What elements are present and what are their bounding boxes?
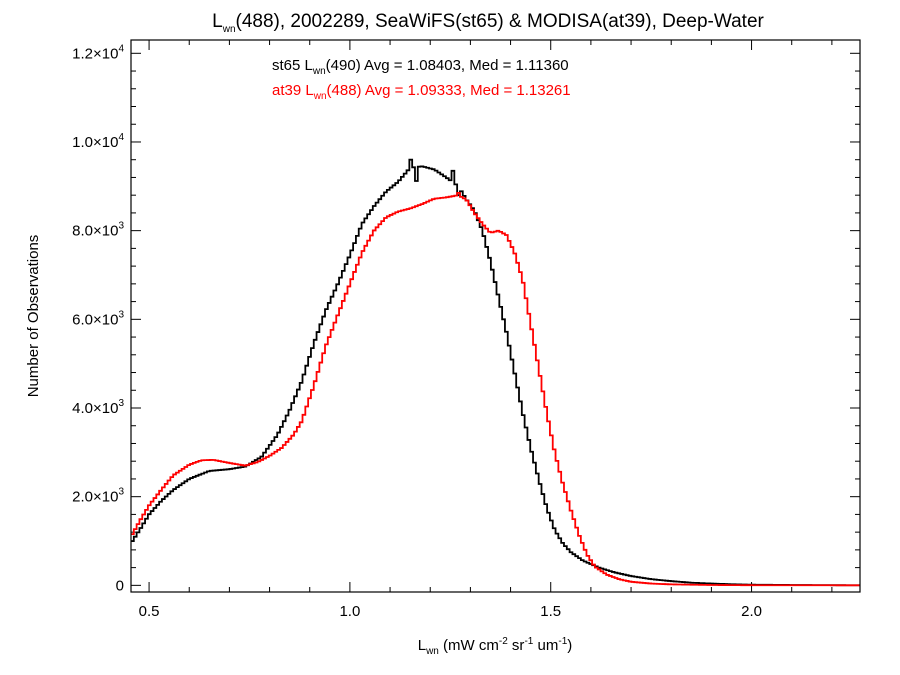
x-tick-label: 0.5 xyxy=(139,603,160,620)
y-tick-times: × xyxy=(93,311,102,328)
annotation-at39-name-pre: at39 L xyxy=(272,82,314,99)
y-tick-mantissa: 4.0 xyxy=(72,400,93,417)
y-tick-times: × xyxy=(93,400,102,417)
x-axis-label: Lwn (mW cm-2 sr-1 um-1) xyxy=(418,636,573,657)
y-tick-label: 8.0×103 xyxy=(72,221,124,240)
series-layer xyxy=(131,158,861,587)
y-tick-base: 10 xyxy=(102,311,119,328)
y-tick-times: × xyxy=(93,223,102,240)
annotation-at39-stats: Avg = 1.09333, Med = 1.13261 xyxy=(362,82,571,99)
annotation-st65-name-post: (490) xyxy=(326,57,361,74)
y-tick-mantissa: 1.0 xyxy=(72,134,93,151)
annotation-at39-name-post: (488) xyxy=(327,82,362,99)
y-tick-label: 1.0×104 xyxy=(72,132,124,151)
y-tick-mantissa: 8.0 xyxy=(72,223,93,240)
y-tick-times: × xyxy=(93,489,102,506)
annotation-st65: st65 Lwn(490) Avg = 1.08403, Med = 1.113… xyxy=(272,57,569,77)
chart-title-rest: (488), 2002289, SeaWiFS(st65) & MODISA(a… xyxy=(236,11,765,32)
y-tick-label: 1.2×104 xyxy=(72,43,124,62)
x-axis-label-exp-a: -2 xyxy=(499,636,508,647)
x-axis-label-subscript: wn xyxy=(425,646,439,657)
chart-title-subscript: wn xyxy=(222,24,236,35)
y-tick-exponent: 3 xyxy=(118,221,124,232)
chart-title: Lwn(488), 2002289, SeaWiFS(st65) & MODIS… xyxy=(212,11,764,35)
annotation-st65-name-pre: st65 L xyxy=(272,57,313,74)
y-tick-times: × xyxy=(93,45,102,62)
y-tick-base: 10 xyxy=(102,223,119,240)
y-tick-label: 2.0×103 xyxy=(72,487,124,506)
y-tick-base: 10 xyxy=(102,45,119,62)
y-tick-label: 6.0×103 xyxy=(72,309,124,328)
x-axis-label-unit-a: (mW cm xyxy=(439,637,499,654)
x-tick-label: 2.0 xyxy=(741,603,762,620)
x-axis-label-prefix: L xyxy=(418,637,426,654)
y-tick-mantissa: 2.0 xyxy=(72,489,93,506)
y-tick-exponent: 3 xyxy=(118,487,124,498)
annotation-st65-stats: Avg = 1.08403, Med = 1.11360 xyxy=(361,57,569,74)
y-tick-base: 10 xyxy=(102,400,119,417)
y-tick-exponent: 4 xyxy=(118,132,124,143)
y-tick-base: 10 xyxy=(102,489,119,506)
y-tick-label: 0 xyxy=(116,577,124,594)
annotation-at39-subscript: wn xyxy=(313,91,327,102)
y-tick-exponent: 3 xyxy=(118,398,124,409)
annotation-at39: at39 Lwn(488) Avg = 1.09333, Med = 1.132… xyxy=(272,82,571,102)
y-tick-exponent: 3 xyxy=(118,309,124,320)
x-axis-label-unit-c: um xyxy=(533,637,558,654)
x-axis-label-exp-c: -1 xyxy=(558,636,567,647)
x-axis-label-exp-b: -1 xyxy=(524,636,533,647)
x-tick-label: 1.0 xyxy=(339,603,360,620)
annotation-st65-subscript: wn xyxy=(312,66,326,77)
x-tick-label: 1.5 xyxy=(540,603,561,620)
y-tick-mantissa: 6.0 xyxy=(72,311,93,328)
y-tick-exponent: 4 xyxy=(118,43,124,54)
axis-ticks xyxy=(131,40,860,592)
tick-labels: 0.5 1.0 1.5 2.002.0×1034.0×1036.0×1038.0×10… xyxy=(72,43,762,620)
y-tick-mantissa: 0 xyxy=(116,577,124,594)
x-axis-label-unit-b: sr xyxy=(508,637,525,654)
y-tick-times: × xyxy=(93,134,102,151)
plot-frame xyxy=(130,39,861,593)
series-line-st65 xyxy=(131,158,861,587)
y-tick-base: 10 xyxy=(102,134,119,151)
x-axis-label-unit-d: ) xyxy=(567,637,572,654)
series-line-at39 xyxy=(131,192,861,587)
y-tick-label: 4.0×103 xyxy=(72,398,124,417)
y-tick-mantissa: 1.2 xyxy=(72,45,93,62)
y-axis-label: Number of Observations xyxy=(25,235,42,398)
chart-title-prefix: L xyxy=(212,11,223,32)
